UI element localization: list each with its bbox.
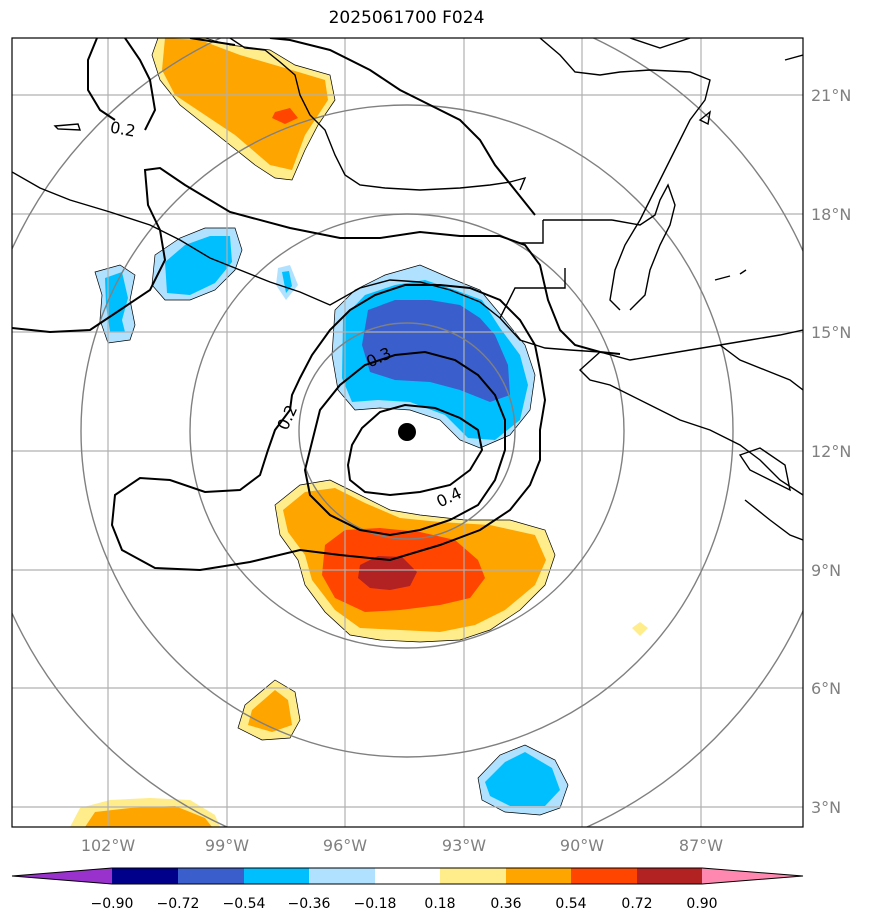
colorbar-tick-label: −0.18	[354, 896, 397, 912]
colorbar-bin	[506, 868, 571, 884]
colorbar-bin	[637, 868, 702, 884]
colorbar-tick-label: 0.18	[424, 896, 455, 912]
colorbar-bin	[178, 868, 244, 884]
colorbar-bin	[244, 868, 309, 884]
colorbar-tick-label: −0.54	[223, 896, 266, 912]
colorbar-bin	[440, 868, 506, 884]
range-rings	[12, 38, 803, 827]
colorbar-outline	[11, 867, 804, 885]
colorbar-extend-low	[12, 868, 112, 884]
lat-tick-labels: 21°N 18°N 15°N 12°N 9°N 6°N 3°N	[811, 86, 851, 817]
colorbar-bin	[571, 868, 637, 884]
lon-tick-label: 87°W	[679, 836, 723, 855]
contour-lines	[12, 38, 621, 572]
lat-tick-label: 6°N	[811, 679, 841, 698]
lat-tick-label: 15°N	[811, 323, 851, 342]
colorbar-tick-label: 0.72	[621, 896, 652, 912]
contour-label: 0.2	[109, 118, 137, 141]
lat-tick-label: 12°N	[811, 442, 851, 461]
colorbar-bin	[375, 868, 440, 884]
lat-tick-label: 9°N	[811, 561, 841, 580]
colorbar-tick-label: 0.90	[686, 896, 717, 912]
negative-anomaly-south	[478, 745, 568, 815]
positive-anomaly-north	[152, 38, 335, 180]
colorbar-extend-high	[702, 868, 803, 884]
lat-tick-label: 3°N	[811, 798, 841, 817]
negative-anomaly-core	[332, 265, 535, 448]
lon-tick-label: 90°W	[560, 836, 604, 855]
lon-tick-label: 96°W	[323, 836, 367, 855]
colorbar-tick-label: −0.90	[91, 896, 134, 912]
lat-tick-label: 21°N	[811, 86, 851, 105]
lat-tick-label: 18°N	[811, 205, 851, 224]
colorbar-tick-label: −0.72	[157, 896, 200, 912]
colorbar-tick-label: −0.36	[288, 896, 331, 912]
lon-tick-label: 99°W	[205, 836, 249, 855]
colorbar-tick-label: 0.54	[555, 896, 586, 912]
graticule	[12, 38, 803, 827]
lon-tick-label: 102°W	[81, 836, 136, 855]
lon-tick-labels: 102°W 99°W 96°W 93°W 90°W 87°W	[81, 836, 723, 855]
colorbar-bin	[309, 868, 375, 884]
negative-anomaly-west	[95, 228, 298, 343]
map-title: 2025061700 F024	[328, 8, 485, 28]
lon-tick-label: 93°W	[442, 836, 486, 855]
colorbar: −0.90 −0.72 −0.54 −0.36 −0.18 0.18 0.36 …	[11, 867, 804, 912]
map-content: 0.2 0.2 0.3 0.4	[12, 38, 803, 827]
colorbar-bin	[112, 868, 178, 884]
map-frame	[11, 37, 804, 828]
storm-center-marker	[398, 423, 416, 441]
colorbar-tick-label: 0.36	[490, 896, 521, 912]
